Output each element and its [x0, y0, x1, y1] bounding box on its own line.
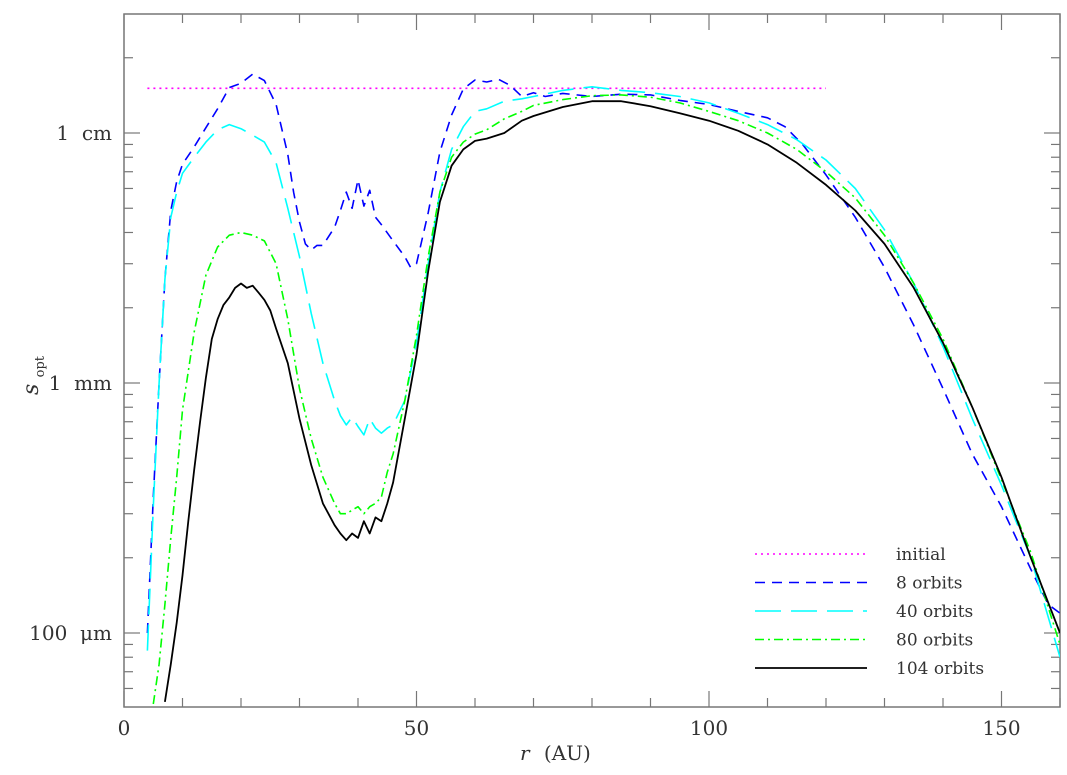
svg-text:s opt: s opt — [19, 355, 48, 395]
series-104-orbits — [164, 100, 1060, 703]
legend-label: 40 orbits — [896, 602, 973, 622]
y-tick-label: 100 μm — [29, 621, 112, 645]
legend: initial 8 orbits 40 orbits 80 orbits 104 orb… — [755, 545, 984, 679]
series-layer — [146, 73, 1060, 705]
legend-label: initial — [896, 545, 946, 565]
y-tick-label: 1 cm — [56, 121, 112, 145]
series-40-orbits — [146, 86, 1060, 658]
x-axis-variable: r — [520, 741, 531, 765]
plot-frame — [123, 13, 1061, 708]
x-axis-title: r (AU) — [520, 741, 591, 765]
y-axis-title: s opt — [19, 355, 48, 395]
axis-ticks — [123, 14, 1061, 707]
x-tick-label: 150 — [982, 716, 1020, 740]
x-axis-unit: (AU) — [544, 741, 591, 765]
y-axis-variable: s — [19, 384, 44, 395]
x-tick-labels: 0 50 100 150 — [118, 716, 1021, 740]
y-tick-labels: 1 cm 1 mm 100 μm — [29, 121, 112, 645]
x-tick-label: 0 — [118, 716, 131, 740]
series-80-orbits — [152, 94, 1060, 705]
x-tick-label: 100 — [690, 716, 728, 740]
y-axis-subscript: opt — [33, 355, 48, 377]
x-tick-label: 50 — [404, 716, 429, 740]
legend-label: 8 orbits — [896, 574, 962, 594]
series-8-orbits — [146, 73, 1060, 634]
legend-label: 104 orbits — [896, 659, 984, 679]
legend-label: 80 orbits — [896, 631, 973, 651]
y-tick-label: 1 mm — [49, 371, 112, 395]
